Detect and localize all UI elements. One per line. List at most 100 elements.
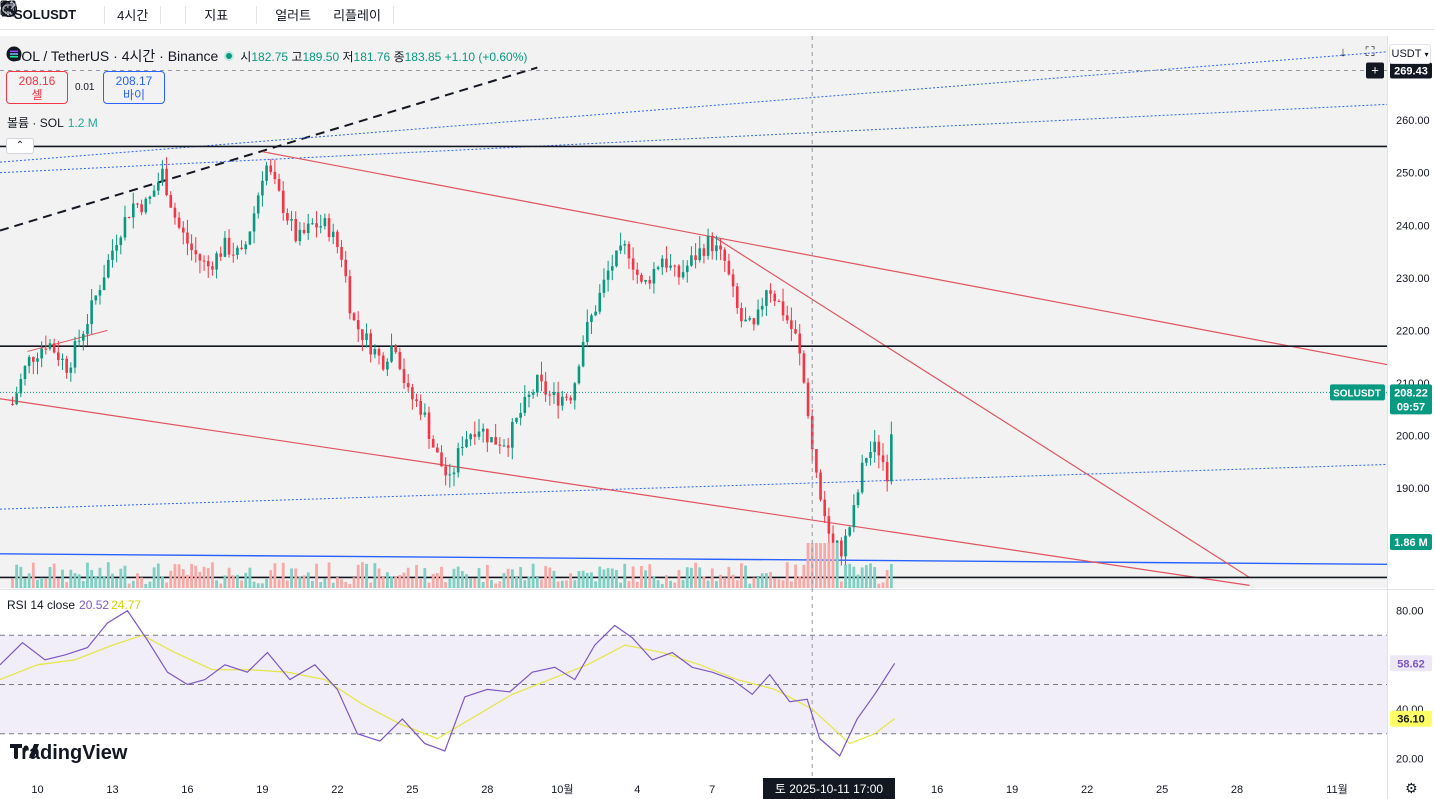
candle-body bbox=[198, 254, 202, 261]
buy-label: 바이 bbox=[122, 87, 146, 102]
volume-bar bbox=[240, 580, 243, 588]
candle-body bbox=[302, 229, 306, 233]
candle-body bbox=[11, 404, 14, 405]
volume-bar bbox=[494, 583, 498, 588]
candle-body bbox=[244, 244, 248, 250]
ohlc-values: 시182.75 고189.50 저181.76 종183.85 +1.10 (+… bbox=[240, 49, 528, 64]
symbol-tag: SOLUSDT bbox=[1333, 388, 1381, 399]
volume-bar bbox=[814, 543, 818, 588]
volume-bar bbox=[265, 578, 268, 588]
candle-body bbox=[102, 277, 106, 291]
candle-body bbox=[431, 438, 435, 448]
settings-gear-icon[interactable]: ⚙ bbox=[1405, 780, 1418, 796]
volume-bar bbox=[769, 572, 772, 588]
interval-button[interactable]: 4시간 bbox=[109, 0, 156, 30]
replay-label: 리플레이 bbox=[333, 8, 381, 23]
volume-bar bbox=[619, 582, 623, 588]
candle-body bbox=[236, 247, 239, 255]
buy-button[interactable]: 208.17 바이 bbox=[103, 71, 165, 104]
series-title[interactable]: SOL / TetherUS · 4시간 · Binance bbox=[12, 48, 219, 64]
fullscreen-icon[interactable]: ⛶ bbox=[1365, 44, 1375, 59]
add-level-button-bg bbox=[1366, 62, 1384, 79]
candle-body bbox=[61, 358, 64, 360]
candle-body bbox=[823, 499, 827, 517]
volume-bar bbox=[802, 564, 806, 588]
volume-bar bbox=[194, 565, 198, 588]
volume-bar bbox=[211, 562, 214, 588]
candle-body bbox=[106, 259, 110, 278]
price-tick-240: 240.00 bbox=[1396, 220, 1430, 232]
volume-bar bbox=[190, 563, 193, 588]
volume-bar bbox=[764, 573, 768, 588]
volume-bar bbox=[290, 568, 293, 588]
candle-body bbox=[852, 505, 856, 528]
plus-icon: + bbox=[1371, 63, 1379, 78]
volume-bar bbox=[377, 568, 381, 588]
divider bbox=[104, 5, 106, 24]
volume-bar bbox=[535, 577, 539, 588]
volume-bar bbox=[402, 572, 406, 588]
scroll-to-latest-icon[interactable]: ↓ bbox=[1339, 44, 1347, 59]
candle-body bbox=[336, 231, 339, 247]
candle-body bbox=[623, 244, 627, 246]
candle-body bbox=[486, 428, 489, 443]
volume-bar bbox=[423, 567, 427, 588]
currency-select[interactable]: USDT ▾ bbox=[1389, 44, 1431, 64]
volume-tag-bg bbox=[1390, 534, 1432, 550]
collapse-legend-button[interactable]: ⌃ bbox=[6, 138, 34, 154]
candle-body bbox=[161, 168, 164, 183]
volume-bar bbox=[685, 567, 689, 588]
volume-bar bbox=[90, 569, 94, 588]
volume-legend: 볼륨 · SOL 1.2 M bbox=[7, 114, 98, 131]
volume-bar bbox=[398, 574, 402, 588]
volume-bar bbox=[227, 567, 231, 588]
rsi-legend: RSI 14 close 20.52 24.77 bbox=[7, 598, 141, 612]
replay-button[interactable]: 리플레이 bbox=[1, 0, 389, 30]
candle-body bbox=[148, 196, 152, 199]
redo-button[interactable] bbox=[2, 0, 430, 30]
volume-bar bbox=[835, 543, 839, 588]
interval-label: 4시간 bbox=[117, 8, 149, 23]
blue-dotted-upper-1 bbox=[0, 103, 1388, 174]
crosshair-date-label: 토 2025-10-11 17:00 bbox=[763, 778, 895, 799]
volume-label: 볼륨 · SOL bbox=[7, 116, 64, 130]
candle-body bbox=[140, 204, 143, 213]
candle-body bbox=[769, 290, 772, 294]
volume-bar bbox=[469, 578, 473, 588]
candle-body bbox=[252, 213, 256, 232]
candle-body bbox=[744, 319, 747, 322]
candle-body bbox=[669, 265, 672, 268]
volume-bar bbox=[181, 569, 185, 588]
volume-bar bbox=[140, 577, 144, 588]
candle-body bbox=[885, 462, 889, 482]
candle-body bbox=[186, 232, 189, 244]
candle-body bbox=[456, 448, 460, 473]
candle-body bbox=[436, 447, 439, 453]
volume-bar bbox=[781, 580, 785, 588]
rsi-label: RSI 14 close bbox=[7, 598, 76, 612]
candle-body bbox=[327, 218, 331, 238]
candle-body bbox=[44, 348, 48, 350]
candle-body bbox=[231, 254, 235, 256]
volume-bar bbox=[440, 566, 443, 588]
volume-bar bbox=[569, 573, 573, 588]
volume-bar bbox=[544, 566, 548, 588]
candle-body bbox=[144, 198, 148, 213]
volume-bar bbox=[261, 583, 264, 588]
candle-body bbox=[352, 313, 356, 321]
candle-body bbox=[806, 382, 810, 417]
volume-bar bbox=[748, 583, 752, 588]
top-toolbar: SOLUSDT 4시간 지표 얼러트 리플레이 bbox=[0, 0, 1435, 30]
volume-bar bbox=[640, 566, 643, 588]
volume-bar bbox=[669, 580, 672, 588]
volume-bar bbox=[36, 579, 39, 588]
candle-body bbox=[873, 441, 876, 453]
candle-body bbox=[890, 434, 893, 482]
candle-body bbox=[381, 355, 385, 370]
sell-button[interactable]: 208.16 셀 bbox=[6, 71, 68, 104]
candle-body bbox=[82, 334, 85, 341]
candle-body bbox=[269, 165, 273, 172]
volume-bar bbox=[273, 563, 277, 588]
volume-bar bbox=[727, 566, 731, 588]
